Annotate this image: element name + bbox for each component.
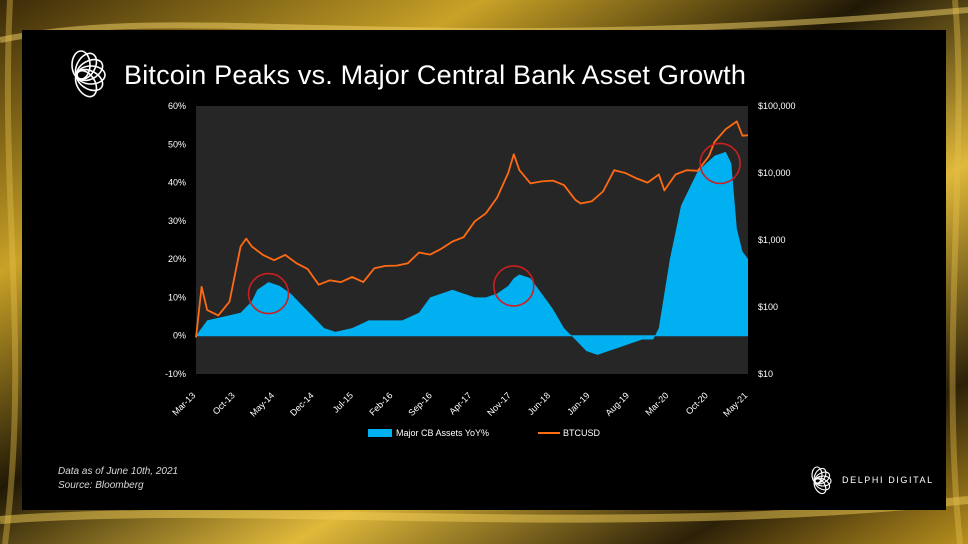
x-tick-label: May-14 [248, 390, 276, 418]
y-left-tick-label: 40% [168, 178, 186, 188]
data-date-note: Data as of June 10th, 2021 [58, 466, 179, 477]
source-note: Source: Bloomberg [58, 480, 144, 491]
peak-highlight-circle [247, 272, 290, 315]
x-tick-label: Apr-17 [447, 390, 473, 416]
x-tick-label: Mar-13 [170, 390, 197, 417]
y-right-tick-label: $10,000 [758, 168, 791, 178]
y-right-tick-label: $1,000 [758, 235, 786, 245]
x-tick-label: Oct-20 [684, 390, 710, 416]
y-right-tick-label: $10 [758, 369, 773, 379]
peak-highlight-circle [699, 142, 741, 185]
brand-mark: DELPHI DIGITAL [800, 464, 932, 500]
y-right-tick-label: $100 [758, 302, 778, 312]
chart: -10% 0% 10% 20% 30% 40% 50% 60% $10 $100 $1,000 $10… [165, 101, 796, 438]
x-tick-label: Sep-16 [406, 390, 434, 418]
peak-highlight-circle [493, 265, 535, 307]
btcusd-line [195, 120, 749, 338]
footnote: Data as of June 10th, 2021 Source: Bloom… [58, 465, 178, 493]
brand-name: DELPHI DIGITAL [842, 475, 934, 485]
x-tick-label: Feb-16 [367, 390, 394, 417]
x-tick-label: Dec-14 [288, 390, 316, 418]
x-tick-label: Mar-20 [643, 390, 670, 417]
y-left-tick-label: 60% [168, 101, 186, 111]
x-tick-label: Aug-19 [604, 390, 632, 418]
logo-petal [74, 69, 98, 98]
delphi-logo-icon [71, 50, 106, 98]
x-tick-label: Nov-17 [485, 390, 513, 418]
x-tick-label: Jul-15 [331, 390, 355, 414]
y-left-tick-label: 30% [168, 216, 186, 226]
y-left-tick-label: -10% [165, 369, 186, 379]
x-tick-label: Jun-18 [526, 390, 553, 417]
delphi-brand-icon [811, 466, 832, 495]
x-tick-label: May-21 [721, 390, 749, 418]
x-tick-label: Jan-19 [565, 390, 592, 417]
y-left-tick-label: 50% [168, 139, 186, 149]
slide-panel: Bitcoin Peaks vs. Major Central Bank Ass… [22, 30, 946, 510]
x-tick-label: Oct-13 [211, 390, 237, 416]
cb-assets-area [196, 151, 748, 355]
y-left-tick-label: 10% [168, 292, 186, 302]
legend-label-btcusd: BTCUSD [563, 428, 601, 438]
legend-label-cb-assets: Major CB Assets YoY% [396, 428, 489, 438]
y-right-tick-label: $100,000 [758, 101, 796, 111]
y-left-tick-label: 0% [173, 331, 186, 341]
logo-petal [813, 478, 827, 495]
slide-title: Bitcoin Peaks vs. Major Central Bank Ass… [124, 60, 747, 90]
y-left-tick-label: 20% [168, 254, 186, 264]
legend-swatch-cb-assets [368, 429, 392, 437]
